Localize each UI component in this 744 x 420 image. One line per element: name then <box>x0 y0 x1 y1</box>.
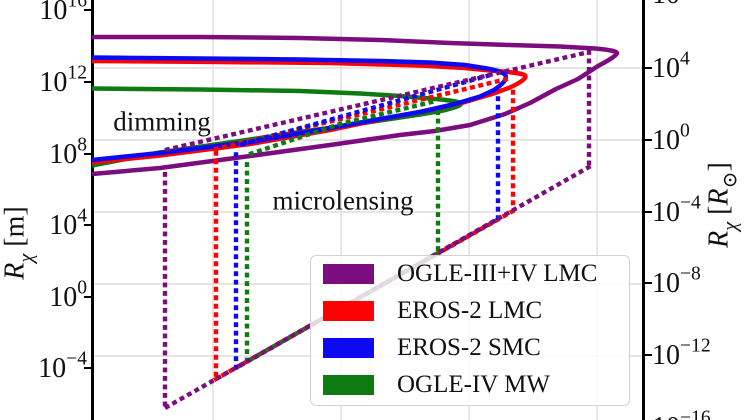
legend-label: OGLE-IV MW <box>397 371 550 398</box>
legend: OGLE-III+IV LMC EROS-2 LMC EROS-2 SMC OG… <box>310 255 630 406</box>
left-axis-ticks <box>84 9 92 369</box>
legend-item-ogle-iv-mw: OGLE-IV MW <box>323 371 550 398</box>
left-tick-label-1e8: 108 <box>49 134 87 171</box>
legend-swatch-blue <box>323 338 374 358</box>
right-axis-title: Rχ [R⊙] <box>703 162 742 248</box>
legend-swatch-green <box>323 375 374 395</box>
left-axis-title: Rχ [m] <box>0 206 38 280</box>
legend-swatch-purple <box>323 264 374 284</box>
legend-label: EROS-2 SMC <box>397 334 541 361</box>
ogle-iii-iv-lmc-dotted-contour <box>162 47 592 411</box>
right-tick-label-1e8: 108 <box>652 0 690 9</box>
microlensing-region-label: microlensing <box>272 185 414 216</box>
left-tick-label-1e12: 1012 <box>39 62 87 99</box>
left-tick-label-1e4: 104 <box>49 205 87 242</box>
right-tick-label-1e-8: 10−8 <box>652 263 701 300</box>
right-tick-label-1e-4: 10−4 <box>652 192 701 229</box>
right-tick-label-1e0: 100 <box>652 120 690 157</box>
legend-item-ogle-iii-iv-lmc: OGLE-III+IV LMC <box>323 260 598 287</box>
legend-label: OGLE-III+IV LMC <box>397 260 598 287</box>
legend-swatch-red <box>323 301 374 321</box>
right-tick-label-1e-12: 10−12 <box>652 335 711 372</box>
left-tick-label-1e-4: 10−4 <box>38 348 87 385</box>
right-axis-ticks <box>644 67 652 356</box>
right-tick-label-1e4: 104 <box>652 48 690 85</box>
legend-item-eros2-lmc: EROS-2 LMC <box>323 297 543 324</box>
ogle-iii-iv-lmc-solid-contour <box>91 34 620 177</box>
left-tick-label-1e0: 100 <box>49 277 87 314</box>
dimming-region-label: dimming <box>113 106 211 137</box>
legend-label: EROS-2 LMC <box>397 297 543 324</box>
right-tick-label-1e-16: 10−16 <box>652 407 711 420</box>
left-tick-label-1e16: 1016 <box>39 0 87 27</box>
legend-item-eros2-smc: EROS-2 SMC <box>323 334 541 361</box>
